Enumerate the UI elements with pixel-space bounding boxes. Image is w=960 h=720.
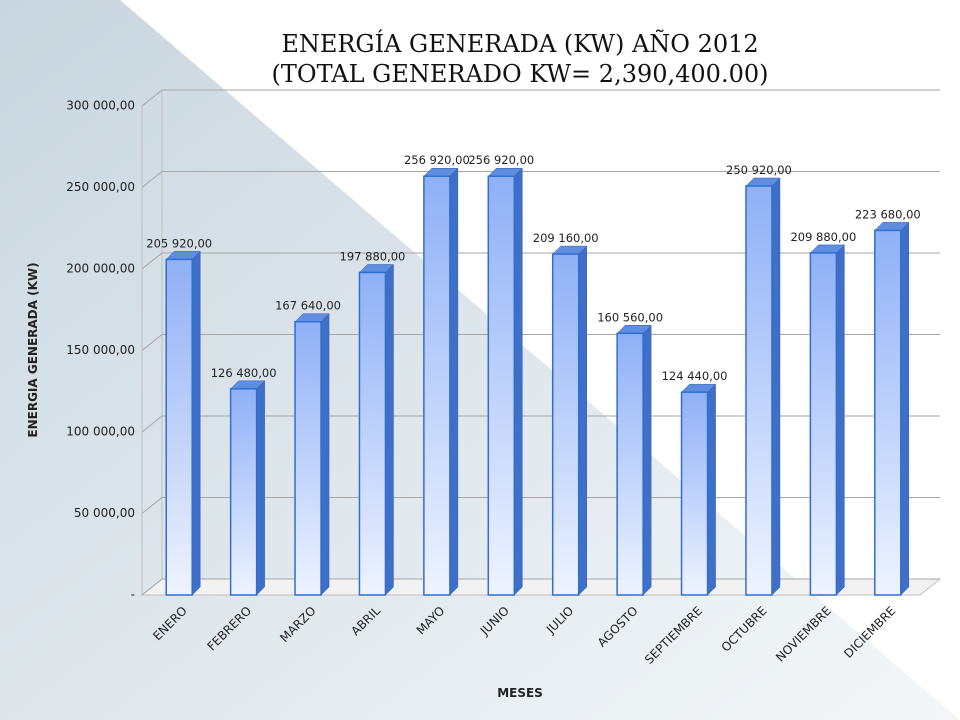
bar-side (707, 383, 716, 596)
bar (294, 320, 322, 596)
bar (487, 175, 516, 596)
data-label: 209 880,00 (790, 230, 856, 244)
bar (616, 332, 644, 596)
y-tick-label: - (131, 588, 135, 602)
bar-side (256, 380, 265, 596)
y-tick-label: 100 000,00 (66, 425, 135, 439)
chart-title: ENERGÍA GENERADA (KW) AÑO 2012 (281, 28, 758, 58)
bar (809, 252, 838, 596)
data-label: 124 440,00 (662, 369, 728, 383)
bar-side (385, 263, 394, 596)
bar (229, 388, 258, 596)
grid-line (141, 497, 940, 514)
grid-line (141, 578, 940, 596)
data-label: 209 160,00 (533, 231, 599, 245)
grid-line (141, 252, 940, 270)
data-label: 250 920,00 (726, 163, 792, 177)
plot: - 50 000,00 100 000,00 150 000,00 200 000,00… (66, 89, 942, 667)
bar-side (191, 250, 201, 596)
bar (423, 175, 451, 596)
grid-line (141, 89, 940, 107)
bar (874, 229, 902, 596)
bar-side (578, 245, 587, 596)
data-label: 160 560,00 (597, 310, 663, 324)
y-tick-label: 150 000,00 (66, 343, 135, 357)
data-label: 205 920,00 (146, 236, 212, 250)
chart-title: (TOTAL GENERADO KW= 2,390,400.00) (272, 60, 769, 88)
bar (358, 271, 387, 596)
bar-side (900, 221, 910, 596)
data-label: 223 680,00 (855, 207, 921, 221)
bar-side (514, 167, 523, 596)
y-tick-label: 50 000,00 (74, 506, 135, 520)
bar (680, 391, 709, 596)
bar (165, 258, 193, 596)
y-tick-label: 300 000,00 (66, 99, 135, 113)
bar-side (836, 244, 845, 596)
bar (551, 253, 580, 596)
data-label: 197 880,00 (340, 249, 406, 263)
y-tick-label: 200 000,00 (66, 262, 135, 276)
x-axis-label: MESES (497, 686, 543, 700)
grid-line (141, 415, 940, 433)
data-label: 167 640,00 (275, 299, 341, 313)
grid-line (141, 171, 940, 188)
bar (745, 185, 773, 596)
data-label: 126 480,00 (211, 366, 277, 380)
bar-side (449, 167, 459, 596)
grid-line (141, 334, 940, 351)
bar-side (771, 177, 781, 596)
bar-side (320, 313, 330, 596)
y-tick-label: 250 000,00 (66, 180, 135, 194)
bar-side (642, 324, 652, 596)
y-axis-label: ENERGIA GENERADA (KW) (26, 262, 40, 437)
data-label: 256 920,00 (404, 153, 470, 167)
data-label: 256 920,00 (468, 153, 534, 167)
